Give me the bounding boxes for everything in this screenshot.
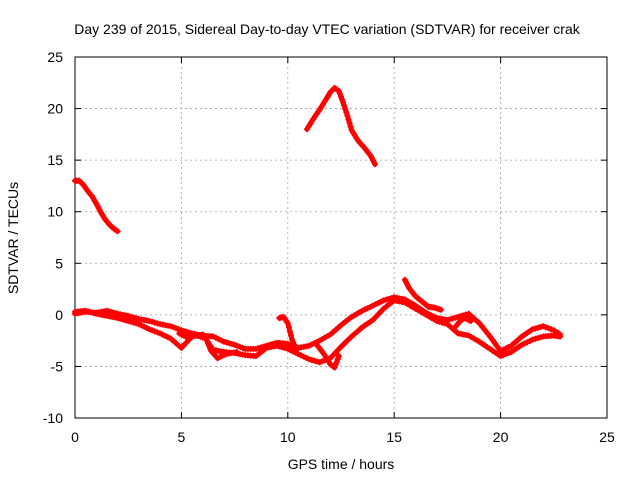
data-point-marker bbox=[557, 333, 564, 340]
data-point-marker bbox=[345, 116, 352, 123]
data-point-marker bbox=[476, 320, 483, 327]
series-seg-6h bbox=[203, 337, 240, 362]
data-point-marker bbox=[438, 306, 444, 313]
data-point-marker bbox=[339, 96, 346, 103]
series-seg-12h bbox=[314, 342, 342, 371]
series-layer bbox=[72, 84, 564, 371]
data-point-marker bbox=[487, 333, 493, 340]
y-tick-label: 5 bbox=[55, 255, 63, 271]
data-point-marker bbox=[342, 106, 349, 113]
data-point-marker bbox=[346, 120, 353, 126]
y-axis-label: SDTVAR / TECUs bbox=[5, 182, 21, 294]
data-point-marker bbox=[332, 361, 339, 368]
data-point-marker bbox=[113, 227, 120, 234]
data-point-marker bbox=[344, 112, 351, 119]
x-tick-label: 25 bbox=[599, 429, 615, 445]
y-tick-label: 15 bbox=[47, 152, 63, 168]
x-tick-label: 10 bbox=[280, 429, 296, 445]
x-axis-label: GPS time / hours bbox=[288, 456, 395, 472]
data-point-marker bbox=[335, 88, 342, 94]
data-point-marker bbox=[343, 109, 350, 116]
series-arc-2 bbox=[304, 84, 378, 168]
data-point-marker bbox=[293, 346, 300, 353]
data-point-marker bbox=[492, 340, 499, 347]
data-point-marker bbox=[286, 328, 293, 335]
data-point-marker bbox=[481, 326, 488, 333]
series-arc-1 bbox=[72, 177, 121, 235]
x-tick-label: 20 bbox=[493, 429, 509, 445]
y-tick-label: 25 bbox=[47, 49, 63, 65]
y-tick-label: -5 bbox=[51, 358, 64, 374]
x-tick-label: 0 bbox=[71, 429, 79, 445]
grid-layer bbox=[75, 57, 607, 418]
y-tick-label: -10 bbox=[43, 410, 63, 426]
plot-frame bbox=[74, 56, 608, 419]
x-tick-label: 5 bbox=[178, 429, 186, 445]
data-point-marker bbox=[334, 356, 341, 362]
data-point-marker bbox=[484, 330, 491, 337]
data-point-marker bbox=[333, 358, 340, 365]
series-seg-10h bbox=[276, 313, 300, 353]
tick-layer: 0 5 10 15 20 25 -10 -5 0 5 10 15 20 25 bbox=[43, 49, 615, 445]
chart-title: Day 239 of 2015, Sidereal Day-to-day VTE… bbox=[74, 21, 580, 37]
data-point-marker bbox=[340, 99, 347, 106]
data-point-marker bbox=[233, 349, 240, 355]
y-tick-label: 10 bbox=[47, 204, 63, 220]
data-point-marker bbox=[479, 323, 485, 330]
series-seg-5h bbox=[176, 330, 206, 341]
data-point-marker bbox=[347, 123, 354, 130]
data-point-marker bbox=[494, 344, 501, 351]
data-point-marker bbox=[335, 353, 342, 360]
data-point-marker bbox=[288, 332, 294, 339]
series-cluster-lower bbox=[72, 297, 564, 366]
data-point-marker bbox=[284, 320, 291, 327]
data-point-marker bbox=[489, 337, 496, 344]
y-tick-label: 20 bbox=[47, 101, 63, 117]
data-point-marker bbox=[372, 161, 378, 168]
data-point-marker bbox=[331, 364, 338, 371]
series-seg-18h bbox=[452, 315, 474, 330]
series-seg-15h bbox=[401, 276, 444, 313]
data-point-marker bbox=[338, 93, 344, 100]
x-tick-label: 15 bbox=[386, 429, 402, 445]
y-tick-label: 0 bbox=[55, 307, 63, 323]
data-point-marker bbox=[467, 318, 474, 324]
data-point-marker bbox=[114, 228, 121, 235]
data-point-marker bbox=[341, 102, 348, 109]
data-point-marker bbox=[285, 324, 292, 331]
data-point-marker bbox=[199, 334, 206, 341]
data-point-marker bbox=[336, 90, 343, 97]
